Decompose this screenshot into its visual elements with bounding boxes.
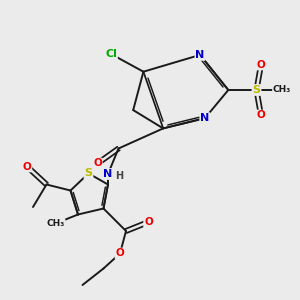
Text: O: O [256, 110, 266, 121]
Text: O: O [116, 248, 124, 259]
Text: N: N [200, 113, 209, 123]
Text: H: H [115, 171, 124, 182]
Text: S: S [253, 85, 260, 95]
Text: CH₃: CH₃ [273, 85, 291, 94]
Text: Cl: Cl [105, 49, 117, 59]
Text: O: O [22, 161, 32, 172]
Text: O: O [256, 59, 266, 70]
Text: S: S [85, 168, 92, 178]
Text: CH₃: CH₃ [46, 219, 64, 228]
Text: N: N [196, 50, 205, 60]
Text: N: N [103, 169, 112, 179]
Text: O: O [144, 217, 153, 227]
Text: O: O [93, 158, 102, 169]
